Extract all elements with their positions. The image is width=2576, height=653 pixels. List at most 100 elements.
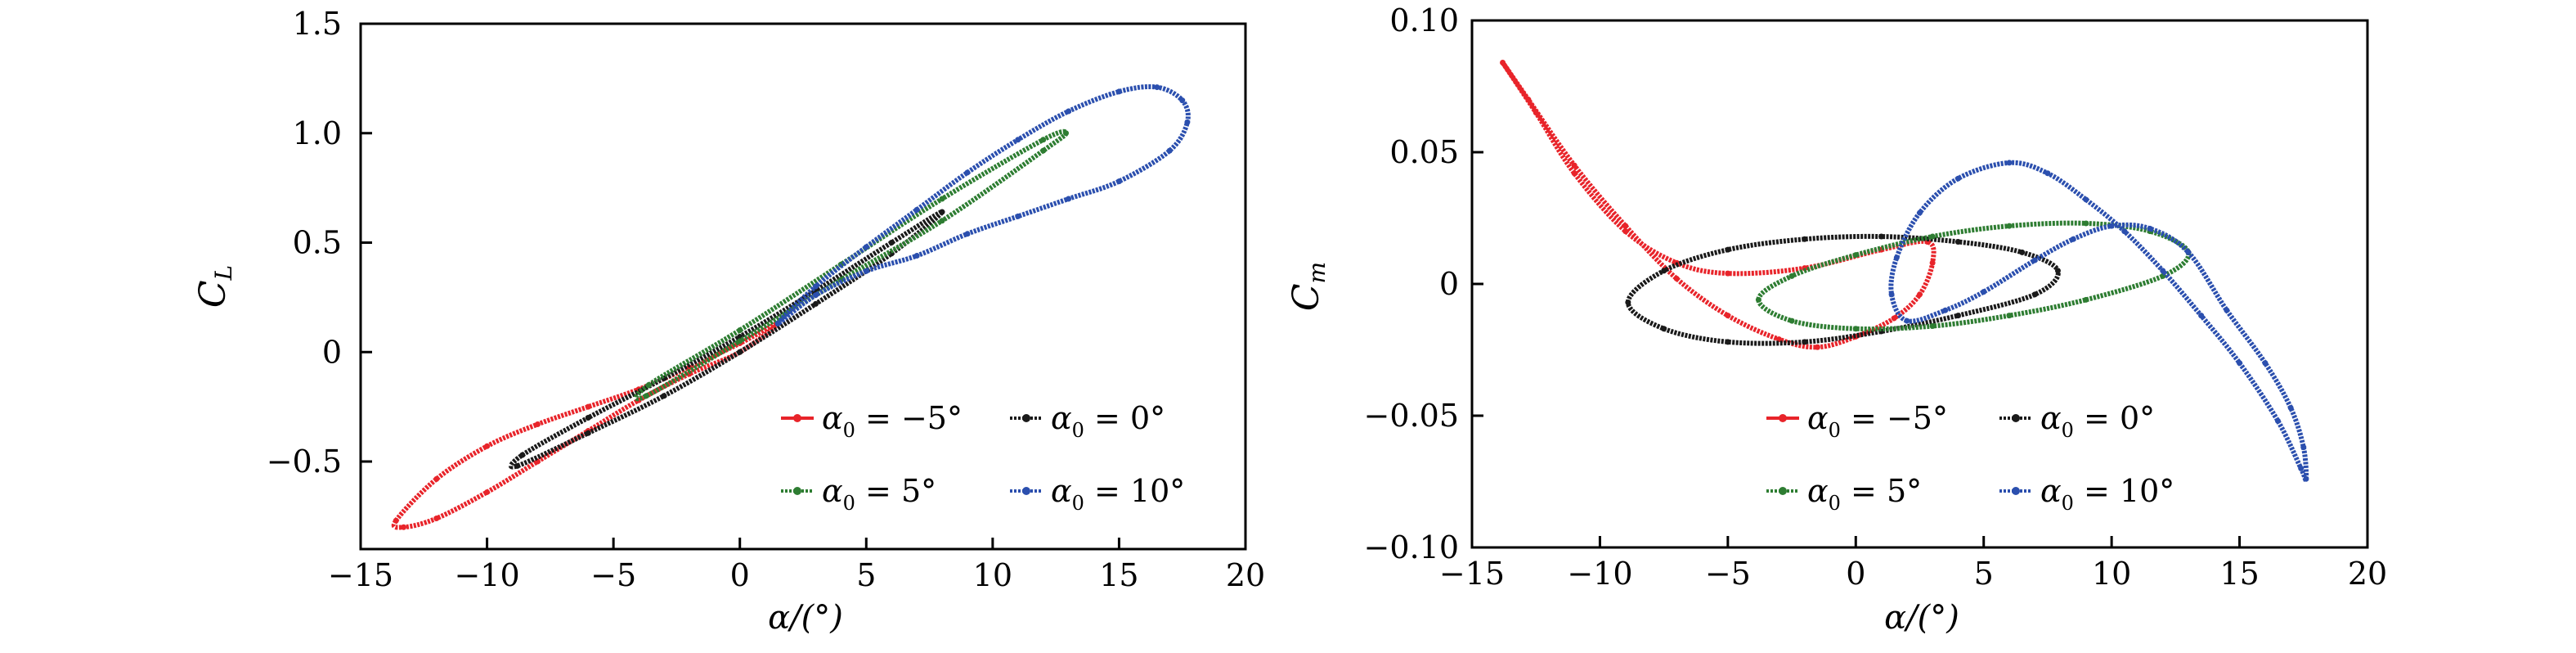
data-point <box>1622 223 1629 229</box>
data-point <box>863 268 869 274</box>
legend-swatch-marker <box>1779 414 1787 422</box>
y-tick-label: −0.05 <box>1364 398 1459 434</box>
data-point <box>1533 110 1539 116</box>
data-point <box>2031 257 2038 263</box>
data-point <box>1725 339 1731 345</box>
legend-label-alpha: α <box>1051 473 1072 509</box>
legend: α0 = −5° α0 = 0°α0 = 5° α0 = 10° <box>1766 400 2174 515</box>
data-point <box>1066 196 1072 202</box>
data-point <box>939 196 945 202</box>
data-point <box>913 206 920 213</box>
data-point <box>2031 291 2038 298</box>
data-point <box>2160 268 2166 274</box>
data-point <box>1015 137 1021 143</box>
data-point <box>1888 291 1895 298</box>
data-point <box>2083 196 2089 203</box>
data-point <box>2262 360 2269 367</box>
data-point <box>1184 119 1191 125</box>
legend-swatch-marker <box>1022 414 1030 422</box>
y-tick-label: −0.10 <box>1364 529 1459 565</box>
axes-frame <box>1470 19 2369 549</box>
data-point <box>2054 268 2061 274</box>
legend-label-value: = 10° <box>1084 473 1185 509</box>
data-point <box>2303 475 2309 482</box>
y-axis-label: CL <box>192 265 237 308</box>
data-point <box>585 403 591 410</box>
legend-label-value: = 0° <box>2074 400 2155 436</box>
legend-label: α0 = 5° <box>1807 473 1922 515</box>
data-point <box>585 430 591 436</box>
data-point <box>774 320 781 326</box>
y-axis-label: Cm <box>1286 262 1331 311</box>
series-line-0 <box>391 321 781 530</box>
data-point <box>2044 170 2051 177</box>
legend-label-value: = 0° <box>1084 400 1165 436</box>
data-point <box>519 452 526 458</box>
legend-label: α0 = 0° <box>1051 400 1165 442</box>
data-point <box>1673 276 1680 282</box>
data-point <box>888 240 895 245</box>
legend-label-subscript: 0 <box>1072 492 1084 515</box>
data-point <box>1929 233 1936 240</box>
x-tick-label: −5 <box>590 557 636 593</box>
legend: α0 = −5° α0 = 0°α0 = 5° α0 = 10° <box>781 400 1185 515</box>
legend-label: α0 = −5° <box>822 400 963 442</box>
data-point <box>1040 147 1047 154</box>
data-point <box>433 475 440 482</box>
data-point <box>585 415 591 421</box>
data-point <box>1929 323 1936 330</box>
y-tick-label: 1.0 <box>293 115 342 151</box>
legend-label: α0 = 10° <box>2040 473 2174 515</box>
data-point <box>534 421 541 428</box>
series-line-1 <box>508 209 945 470</box>
data-point <box>1954 313 1961 319</box>
data-point <box>1661 326 1667 332</box>
legend-swatch-marker <box>793 414 801 422</box>
legend-label-subscript: 0 <box>1072 419 1084 442</box>
data-point <box>1917 291 1923 298</box>
x-tick-label: −15 <box>1439 556 1505 592</box>
legend-label-value: = −5° <box>1841 400 1948 436</box>
data-point <box>812 283 819 290</box>
data-point <box>1661 268 1667 274</box>
data-point <box>1066 108 1072 115</box>
legend-label: α0 = −5° <box>1807 400 1948 442</box>
data-point <box>812 300 819 307</box>
data-point <box>2298 465 2304 471</box>
data-point <box>2083 220 2089 227</box>
data-point <box>1166 147 1173 154</box>
data-point <box>1942 307 1949 313</box>
legend-label-subscript: 0 <box>1829 419 1841 442</box>
data-point <box>2006 160 2013 166</box>
data-point <box>2185 249 2192 255</box>
data-point <box>1725 246 1731 253</box>
axes-frame <box>359 22 1247 551</box>
legend-swatch-marker <box>1022 487 1030 495</box>
data-point <box>2083 296 2089 303</box>
data-point <box>1788 317 1795 324</box>
data-point <box>1015 213 1021 219</box>
legend-label-alpha: α <box>822 473 843 509</box>
data-point <box>1525 97 1532 103</box>
data-point <box>2275 417 2281 424</box>
y-axis-label-subscript: m <box>1304 262 1331 284</box>
x-tick-label: 0 <box>1846 556 1865 592</box>
legend-label-subscript: 0 <box>1829 492 1841 515</box>
data-point <box>964 231 971 237</box>
data-point <box>1063 130 1070 137</box>
y-tick-label: 0.5 <box>293 225 342 261</box>
legend-label-alpha: α <box>1051 400 1072 436</box>
data-point <box>2237 360 2243 367</box>
data-point <box>2121 228 2128 235</box>
legend-label-alpha: α <box>1807 473 1829 509</box>
data-point <box>643 393 649 399</box>
data-point <box>1954 238 1961 245</box>
data-point <box>964 169 971 176</box>
data-point <box>812 292 819 299</box>
data-point <box>1625 299 1631 306</box>
data-point <box>737 338 743 345</box>
x-tick-label: −15 <box>328 557 393 593</box>
y-tick-label: 1.5 <box>293 6 342 42</box>
data-point <box>1500 60 1506 66</box>
data-point <box>1814 344 1820 350</box>
